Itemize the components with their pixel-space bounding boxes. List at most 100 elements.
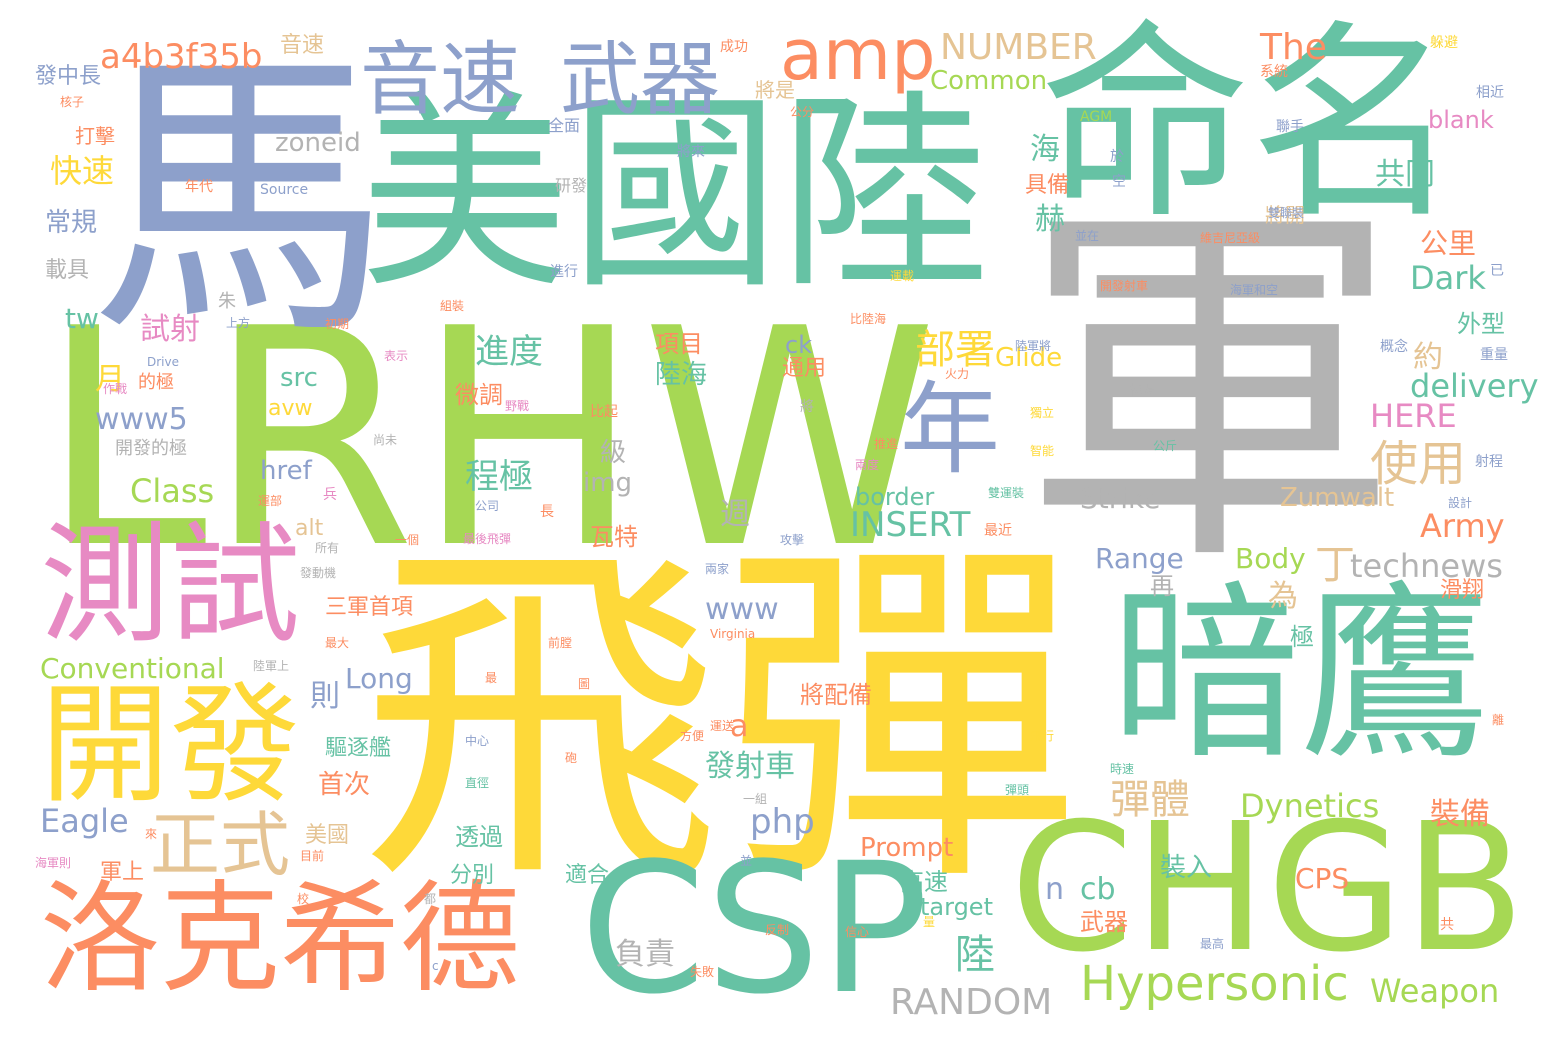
cloud-word: 來	[145, 827, 158, 841]
cloud-word: 概念	[1380, 339, 1408, 355]
cloud-word: 洛克希德	[40, 870, 520, 1009]
cloud-word: Strike	[1080, 482, 1161, 515]
cloud-word: 具備	[1025, 173, 1070, 198]
cloud-word: 公分	[790, 105, 815, 119]
cloud-word: 運送	[710, 719, 735, 733]
cloud-word: 火力	[945, 367, 970, 381]
cloud-word: RANDOM	[890, 982, 1053, 1023]
cloud-word: Hypersonic	[1080, 956, 1349, 1012]
cloud-word: technews	[1350, 547, 1503, 585]
cloud-word: 機場	[1130, 383, 1155, 397]
cloud-word: 公斤	[1153, 439, 1178, 453]
cloud-word: 野戰	[505, 399, 530, 413]
cloud-word: 載具	[45, 258, 90, 283]
cloud-word: INSERT	[850, 505, 971, 545]
cloud-word: 馬	[90, 25, 390, 374]
cloud-word: 中心	[465, 734, 490, 748]
cloud-word: Virginia	[710, 627, 756, 641]
cloud-word: 攻擊	[780, 533, 805, 547]
cloud-word: 將配備	[800, 681, 872, 709]
cloud-word: 週	[720, 497, 750, 532]
cloud-word: border	[855, 483, 935, 511]
cloud-word: 項目	[655, 330, 703, 358]
cloud-word: 雙運裝	[988, 486, 1025, 500]
cloud-word: 彈頭	[1005, 783, 1030, 797]
cloud-word: Range	[1095, 542, 1184, 575]
cloud-word: 兵	[323, 487, 337, 503]
cloud-word: 開發的極	[115, 438, 187, 459]
cloud-word: 躲避	[1430, 35, 1458, 51]
cloud-word: Conventional	[40, 652, 225, 685]
cloud-word: 程極	[465, 457, 533, 497]
cloud-word: Zumwalt	[1280, 483, 1395, 513]
cloud-word: Source	[260, 182, 309, 198]
cloud-word: src	[280, 363, 318, 393]
cloud-word: 陸軍上	[253, 659, 290, 673]
cloud-word: 約	[1413, 340, 1443, 375]
cloud-word: a4b3f35b	[100, 37, 263, 77]
cloud-word: 最	[485, 671, 498, 685]
cloud-word: 兩家	[705, 562, 730, 576]
cloud-word: 進行	[550, 264, 578, 280]
cloud-word: 信心	[845, 925, 870, 939]
cloud-word: Glide	[995, 343, 1063, 373]
cloud-word: 空	[1112, 174, 1126, 190]
cloud-word: 滑翔	[1440, 578, 1485, 603]
cloud-word: 運部	[258, 494, 283, 508]
cloud-word: 系統	[1260, 64, 1288, 80]
cloud-word: 時速	[1110, 762, 1135, 776]
cloud-word: 相近	[1476, 85, 1504, 101]
cloud-word: 校	[297, 892, 310, 906]
cloud-word: amp	[780, 14, 936, 96]
cloud-word: 發射車	[705, 749, 795, 784]
cloud-word: 發動機	[300, 566, 337, 580]
cloud-word: 命名	[1040, 2, 1461, 247]
cloud-word: 極	[1290, 623, 1314, 651]
cloud-word: HERE	[1370, 397, 1457, 435]
cloud-word: Weapon	[1370, 972, 1500, 1010]
cloud-word: 美國	[305, 823, 350, 848]
cloud-word: 射程	[1475, 454, 1503, 470]
cloud-word: 一個	[395, 533, 420, 547]
cloud-word: 年代	[185, 179, 213, 195]
cloud-word: 智能	[1030, 444, 1055, 458]
cloud-word: 則	[310, 679, 340, 714]
cloud-word: 開發	[40, 669, 301, 821]
cloud-word: Prompt	[860, 833, 954, 863]
cloud-word: 將開	[1265, 203, 1305, 227]
cloud-word: 維吉尼亞級	[1200, 231, 1261, 245]
cloud-word: 量	[923, 915, 936, 929]
cloud-word: 反制	[765, 923, 790, 937]
cloud-word: 一組	[743, 792, 768, 806]
cloud-word: 直徑	[465, 776, 490, 790]
cloud-word: 目前	[300, 849, 325, 863]
cloud-word: LRHW	[40, 265, 938, 614]
cloud-word: 海軍則	[35, 856, 72, 870]
cloud-word: 透過	[455, 823, 503, 851]
cloud-word: 暗鷹	[1110, 564, 1491, 785]
cloud-word: blank	[1428, 106, 1494, 134]
cloud-word: 方便	[680, 729, 705, 743]
cloud-word: 表示	[384, 349, 409, 363]
cloud-word: 成功	[720, 39, 748, 55]
cloud-word: 進度	[475, 332, 543, 372]
cloud-word: 武器	[1080, 908, 1128, 936]
cloud-word: 海	[1030, 132, 1060, 167]
cloud-word: 的極	[138, 372, 174, 393]
cloud-word: delivery	[1410, 367, 1539, 405]
cloud-word: 飛彈	[360, 510, 1080, 929]
cloud-word: Body	[1235, 542, 1306, 575]
cloud-word: 共同	[1375, 157, 1435, 192]
cloud-word: 朱	[218, 291, 236, 312]
cloud-word: 丁	[1315, 542, 1355, 588]
cloud-word: img	[583, 468, 633, 498]
cloud-word: 使用	[1370, 436, 1467, 492]
cloud-word: CSP	[580, 825, 929, 1034]
cloud-word: zoneid	[275, 128, 361, 158]
cloud-word: 作戰	[103, 382, 128, 396]
cloud-word: 適合	[565, 863, 610, 888]
cloud-word: 獨立	[1030, 406, 1055, 420]
cloud-word: 部署	[915, 327, 995, 373]
cloud-word: 武器	[560, 33, 720, 126]
